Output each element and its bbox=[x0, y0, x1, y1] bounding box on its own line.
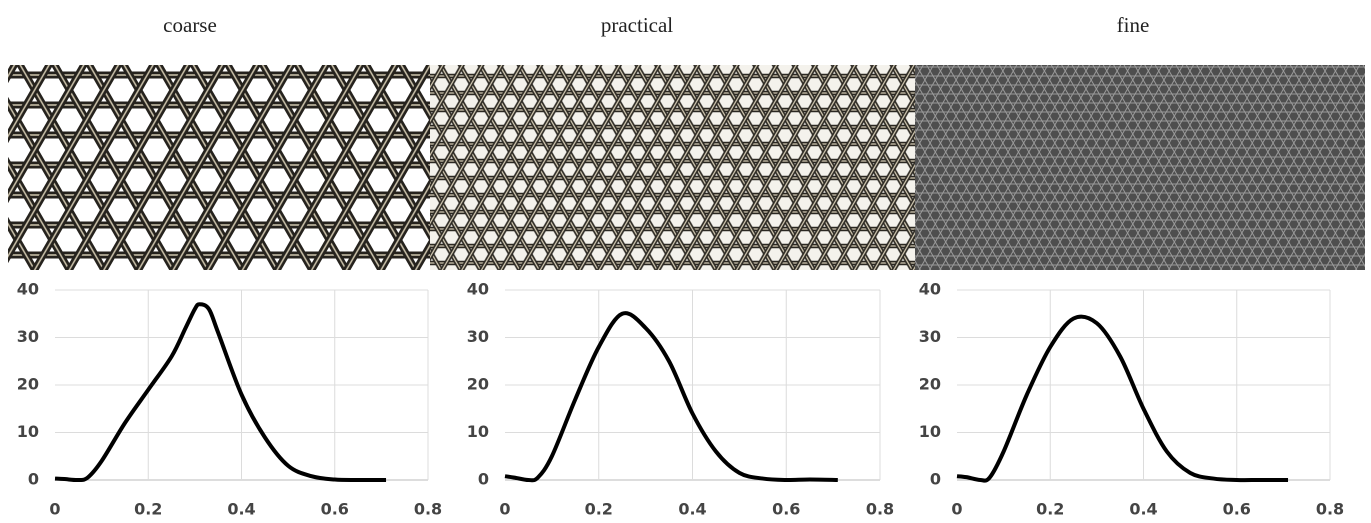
y-tick-label: 10 bbox=[919, 422, 941, 441]
line bbox=[504, 311, 838, 483]
panel-title: fine bbox=[1117, 13, 1150, 37]
x-tick-label: 0.8 bbox=[866, 500, 894, 519]
x-tick-label: 0.6 bbox=[321, 500, 349, 519]
line bbox=[54, 302, 387, 483]
mesh-image-coarse bbox=[8, 65, 430, 270]
y-tick-label: 40 bbox=[17, 280, 39, 299]
y-tick-label: 10 bbox=[467, 422, 489, 441]
y-tick-label: 40 bbox=[467, 280, 489, 299]
y-tick-label: 20 bbox=[919, 375, 941, 394]
y-tick-label: 30 bbox=[17, 327, 39, 346]
y-tick-label: 0 bbox=[930, 470, 941, 489]
y-tick-label: 0 bbox=[28, 470, 39, 489]
line bbox=[956, 314, 1289, 483]
y-tick-label: 30 bbox=[919, 327, 941, 346]
x-tick-label: 0.2 bbox=[1036, 500, 1064, 519]
mesh-image-fine bbox=[915, 65, 1365, 270]
x-tick-label: 0.4 bbox=[1129, 500, 1157, 519]
panel-title: practical bbox=[601, 13, 673, 37]
x-tick-label: 0 bbox=[951, 500, 962, 519]
x-tick-label: 0.6 bbox=[1223, 500, 1251, 519]
y-tick-label: 0 bbox=[478, 470, 489, 489]
x-tick-label: 0.2 bbox=[585, 500, 613, 519]
y-tick-label: 40 bbox=[919, 280, 941, 299]
y-tick-label: 20 bbox=[467, 375, 489, 394]
x-tick-label: 0 bbox=[499, 500, 510, 519]
x-tick-label: 0.8 bbox=[1316, 500, 1344, 519]
mesh-image-practical bbox=[430, 65, 915, 270]
x-tick-label: 0 bbox=[49, 500, 60, 519]
y-tick-label: 30 bbox=[467, 327, 489, 346]
x-tick-label: 0.4 bbox=[678, 500, 706, 519]
x-tick-label: 0.4 bbox=[227, 500, 255, 519]
y-tick-label: 20 bbox=[17, 375, 39, 394]
panel-title: coarse bbox=[163, 13, 217, 37]
y-tick-label: 10 bbox=[17, 422, 39, 441]
x-tick-label: 0.2 bbox=[134, 500, 162, 519]
x-tick-label: 0.8 bbox=[414, 500, 442, 519]
x-tick-label: 0.6 bbox=[772, 500, 800, 519]
